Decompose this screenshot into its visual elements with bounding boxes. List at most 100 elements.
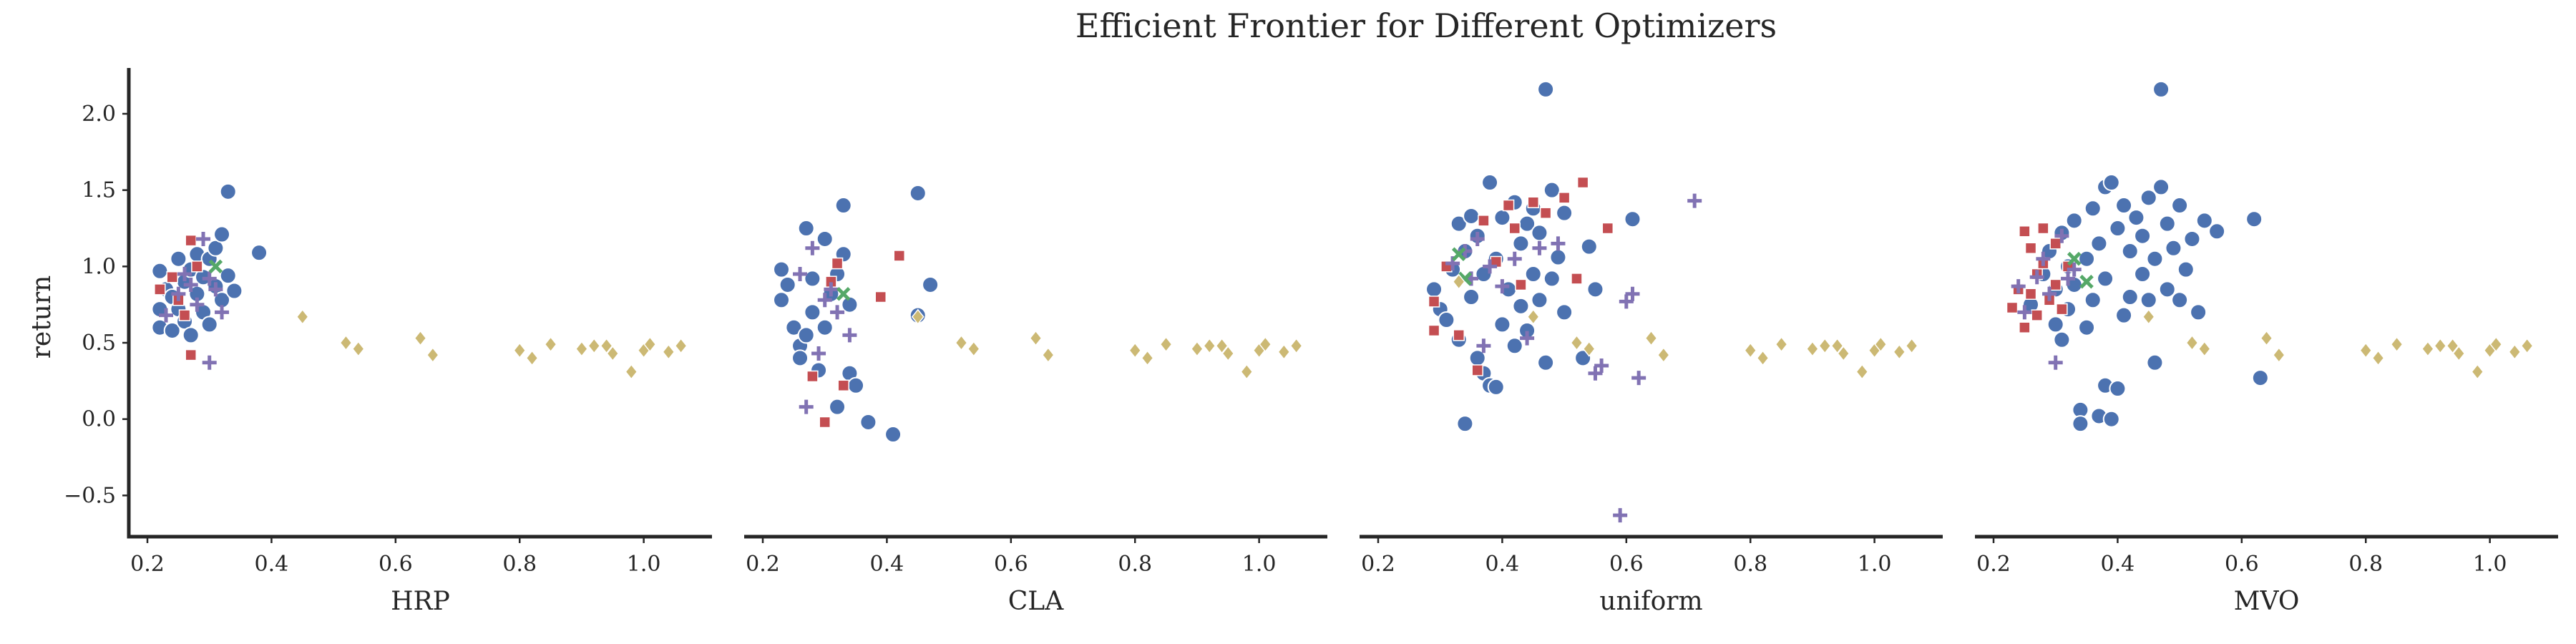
data-point-diamond (1905, 338, 1918, 354)
data-point-diamond (513, 342, 527, 358)
data-point-circle (1531, 291, 1548, 309)
data-point-plus (1470, 231, 1485, 246)
data-point-plus (2011, 279, 2026, 294)
y-tick-label: 1.0 (82, 254, 116, 279)
data-point-square (2056, 303, 2068, 316)
data-point-square (2019, 225, 2031, 238)
data-point-circle (847, 376, 865, 394)
series-diamond (2142, 308, 2534, 380)
data-point-circle (1512, 297, 1530, 315)
data-point-plus (2029, 270, 2044, 285)
data-point-diamond (1756, 350, 1770, 366)
data-point-circle (834, 197, 852, 215)
data-point-square (819, 416, 831, 429)
data-point-diamond (2434, 338, 2447, 354)
data-point-diamond (1240, 364, 1254, 380)
data-point-square (2019, 321, 2031, 333)
data-point-plus (208, 282, 223, 297)
data-point-diamond (1855, 364, 1869, 380)
data-point-circle (1456, 415, 1474, 433)
data-point-circle (2115, 306, 2133, 324)
y-axis-label: return (27, 275, 57, 359)
data-point-plus (2017, 305, 2032, 320)
data-point-circle (797, 326, 815, 344)
data-point-circle (2065, 212, 2083, 230)
data-point-plus (215, 305, 230, 320)
data-point-diamond (643, 336, 657, 353)
data-point-circle (2134, 265, 2152, 283)
data-point-square (1527, 196, 1540, 209)
data-point-circle (213, 225, 231, 243)
data-point-square (1428, 324, 1440, 337)
data-point-diamond (2260, 330, 2273, 346)
data-point-plus (1619, 294, 1634, 309)
series-plus (793, 240, 857, 414)
data-point-circle (2171, 291, 2189, 309)
data-point-circle (1580, 238, 1598, 255)
data-point-circle (2072, 415, 2089, 433)
data-point-circle (2102, 410, 2120, 428)
x-tick-label: 0.2 (1361, 552, 1395, 577)
data-point-plus (2054, 228, 2069, 243)
y-tick-label: 0.5 (82, 331, 116, 356)
x-tick-label: 0.8 (1733, 552, 1767, 577)
data-point-square (2049, 238, 2062, 250)
data-point-plus (1613, 508, 1628, 523)
data-point-circle (859, 413, 877, 431)
data-point-diamond (1215, 338, 1229, 354)
data-point-square (837, 379, 849, 392)
data-point-plus (2061, 271, 2076, 286)
x-tick-label: 1.0 (1858, 552, 1892, 577)
data-point-plus (2042, 286, 2057, 301)
data-point-circle (2208, 223, 2226, 240)
data-point-diamond (1830, 338, 1844, 354)
data-point-diamond (1582, 341, 1596, 357)
data-point-circle (884, 426, 902, 444)
data-point-circle (1556, 204, 1574, 222)
series-diamond (296, 308, 688, 380)
data-point-circle (1450, 215, 1468, 233)
data-point-plus (202, 271, 217, 286)
data-point-square (874, 291, 887, 303)
data-point-circle (1537, 353, 1555, 371)
series-circle (151, 182, 268, 344)
data-point-diamond (2185, 334, 2199, 351)
data-point-square (1508, 222, 1521, 235)
data-point-diamond (1644, 330, 1658, 346)
data-point-square (1453, 329, 1465, 341)
y-tick-label: 2.0 (82, 102, 116, 127)
x-axis-label-HRP: HRP (391, 587, 450, 616)
data-point-circle (1438, 311, 1455, 329)
data-point-circle (816, 318, 834, 336)
data-point-circle (219, 267, 237, 285)
x-tick-label: 1.0 (2473, 552, 2507, 577)
data-point-plus (202, 355, 217, 370)
data-point-circle (200, 316, 218, 333)
data-point-diamond (414, 330, 427, 346)
y-tick-label: −0.5 (64, 483, 116, 508)
data-point-plus (793, 267, 808, 282)
data-point-square (2006, 301, 2019, 314)
data-point-circle (2078, 250, 2096, 268)
data-point-plus (2067, 262, 2082, 277)
data-point-plus (824, 282, 839, 297)
data-point-plus (1551, 236, 1566, 251)
data-point-diamond (2272, 346, 2285, 364)
data-point-x (2079, 274, 2094, 289)
data-point-diamond (911, 308, 924, 325)
data-point-circle (151, 262, 169, 280)
data-point-circle (2183, 230, 2201, 248)
x-tick-label: 1.0 (1242, 552, 1277, 577)
x-axis-label-uniform: uniform (1599, 587, 1702, 616)
y-tick-label: 0.0 (82, 407, 116, 432)
data-point-diamond (1128, 342, 1142, 358)
series-plus (1445, 193, 1702, 523)
data-point-circle (2115, 197, 2133, 215)
data-point-diamond (525, 350, 539, 366)
data-point-diamond (2421, 341, 2434, 357)
data-point-square (166, 271, 178, 283)
series-diamond (911, 308, 1303, 380)
panel-MVO: 0.2 0.4 0.6 0.8 1.0 MVO (1975, 80, 2558, 616)
data-point-circle (1463, 207, 1480, 225)
data-point-circle (773, 260, 791, 278)
